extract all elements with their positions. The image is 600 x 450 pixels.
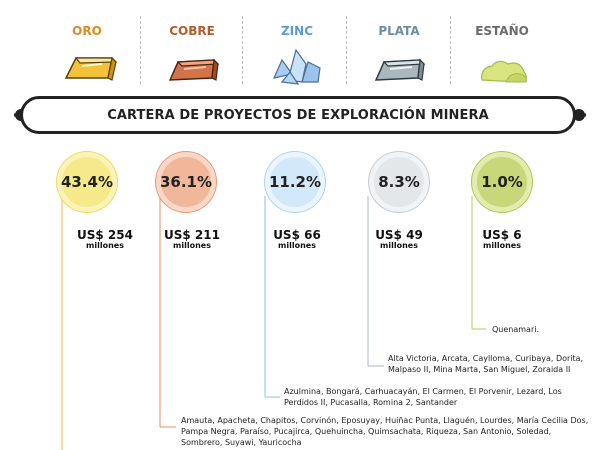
page-title: CARTERA DE PROYECTOS DE EXPLORACIÓN MINE… [20, 96, 576, 134]
percent-badge-zinc: 11.2% [265, 152, 325, 212]
percent-badge-cobre: 36.1% [156, 152, 216, 212]
amount-zinc: US$ 66 [273, 228, 321, 242]
tin-ore-icon [481, 60, 527, 83]
unit-oro: millones [86, 241, 124, 250]
projects-cobre: Amauta, Apacheta, Chapitos, Corvinón, Ep… [181, 416, 589, 447]
projects-plata: Alta Victoria, Arcata, Caylloma, Curibay… [388, 354, 584, 374]
amount-cobre: US$ 211 [164, 228, 220, 242]
unit-plata: millones [380, 241, 418, 250]
unit-estano: millones [483, 241, 521, 250]
amount-estano: US$ 6 [482, 228, 522, 242]
percent-badge-oro: 43.4% [57, 152, 117, 212]
separator [242, 16, 243, 84]
title-banner: CARTERA DE PROYECTOS DE EXPLORACIÓN MINE… [10, 96, 590, 140]
separator [346, 16, 347, 84]
amount-oro: US$ 254 [77, 228, 133, 242]
percent-badge-estano: 1.0% [472, 152, 532, 212]
mineral-label-estano: ESTAÑO [475, 24, 529, 38]
unit-cobre: millones [173, 241, 211, 250]
mineral-label-zinc: ZINC [280, 24, 313, 38]
gold-bar-icon [64, 56, 118, 81]
projects-zinc: Azulmina, Bongará, Carhuacayán, El Carme… [284, 387, 562, 407]
unit-zinc: millones [278, 241, 316, 250]
zinc-crystal-icon [272, 48, 321, 85]
percent-badge-plata: 8.3% [369, 152, 429, 212]
projects-estano: Quenamari. [492, 325, 540, 334]
mineral-label-plata: PLATA [378, 24, 420, 38]
separator [140, 16, 141, 84]
mineral-label-cobre: COBRE [169, 24, 215, 38]
copper-bar-icon [168, 58, 220, 81]
mineral-label-oro: ORO [72, 24, 102, 38]
amount-plata: US$ 49 [375, 228, 423, 242]
separator [450, 16, 451, 84]
silver-bar-icon [374, 58, 426, 81]
